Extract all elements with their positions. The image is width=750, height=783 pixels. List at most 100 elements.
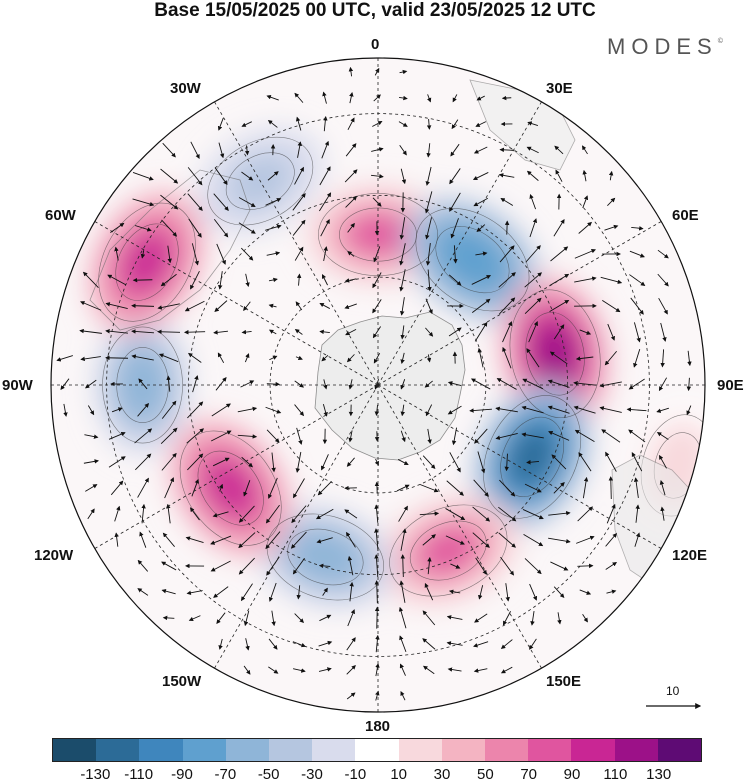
colorbar-swatch	[614, 739, 658, 761]
wind-arrow	[605, 561, 618, 570]
wind-arrow	[244, 145, 250, 156]
lat-lon-grid	[51, 58, 705, 712]
wind-arrow	[400, 528, 407, 551]
wind-arrow	[528, 321, 538, 343]
wind-arrow	[297, 141, 302, 158]
wind-arrow	[191, 478, 199, 497]
colorbar-tick-label: -130	[80, 766, 111, 783]
wind-arrow	[292, 641, 306, 648]
wind-arrow	[526, 459, 540, 465]
wind-arrow	[243, 665, 251, 675]
wind-arrow	[577, 506, 593, 522]
wind-arrow	[630, 297, 644, 315]
colorbar-tick-label: -110	[124, 766, 154, 783]
wind-arrow	[321, 354, 329, 362]
wind-arrow	[474, 613, 488, 623]
wind-arrow	[268, 303, 277, 309]
wind-arrow	[114, 505, 121, 522]
wind-arrow	[82, 271, 99, 288]
wind-arrow	[400, 168, 407, 185]
wind-arrow	[237, 434, 258, 439]
colorbar-swatch	[657, 739, 702, 761]
wind-arrow	[474, 428, 488, 444]
wind-arrow	[296, 585, 301, 600]
wind-arrow	[346, 637, 356, 651]
wind-arrow	[399, 297, 405, 316]
wind-arrow	[268, 582, 277, 602]
wind-arrow	[189, 507, 200, 521]
wind-arrow	[266, 95, 279, 101]
wind-arrow	[453, 245, 458, 264]
wind-arrow	[323, 246, 328, 262]
wind-arrow	[138, 378, 148, 390]
wind-arrow	[447, 405, 462, 415]
wind-arrow	[524, 558, 542, 575]
wind-arrow	[295, 301, 303, 311]
wind-arrow	[576, 535, 595, 544]
wind-arrow	[167, 245, 172, 264]
colorbar-tick-label: -70	[214, 766, 237, 783]
contour-line	[483, 395, 582, 519]
wind-arrow	[187, 453, 204, 471]
wind-arrow	[132, 277, 153, 283]
wind-arrow	[214, 300, 228, 312]
wind-arrow	[548, 510, 571, 516]
wind-arrow	[449, 192, 461, 212]
wind-arrow	[244, 353, 250, 363]
wind-arrow	[238, 532, 256, 549]
lon-label-150w: 150W	[162, 673, 202, 690]
wind-arrow	[161, 588, 176, 595]
wind-arrow	[400, 404, 405, 417]
wind-arrow	[105, 328, 128, 334]
wind-arrow	[628, 429, 646, 443]
wind-arrow	[498, 173, 515, 178]
lon-label-180: 180	[365, 718, 391, 735]
wind-arrow	[422, 610, 436, 626]
wind-arrow	[216, 243, 226, 265]
wind-arrow	[265, 531, 281, 550]
wind-arrow	[574, 276, 597, 283]
colorbar-swatch	[571, 739, 615, 761]
wind-arrow	[318, 192, 332, 212]
wind-arrow	[549, 351, 568, 365]
wind-arrow	[319, 303, 331, 309]
wind-arrow	[475, 121, 487, 127]
contour-line	[509, 289, 601, 419]
colorbar-tick-label: 110	[603, 766, 628, 783]
wind-arrow	[349, 581, 354, 602]
wind-arrow	[475, 557, 487, 575]
anomaly-blob	[206, 461, 255, 516]
wind-arrow	[606, 589, 617, 594]
colorbar-tick-label: -90	[171, 766, 193, 783]
wind-arrow	[530, 611, 535, 626]
wind-arrow	[499, 479, 516, 497]
wind-arrow	[447, 667, 462, 672]
contour-line	[207, 136, 314, 226]
wind-arrow	[573, 405, 596, 414]
wind-arrow	[426, 143, 431, 158]
wind-arrow	[450, 563, 461, 569]
wind-arrow	[271, 610, 276, 627]
wind-arrow	[110, 480, 124, 496]
wind-arrow	[400, 325, 405, 340]
wind-arrow	[161, 452, 177, 471]
wind-arrow	[451, 119, 459, 130]
modes-logo: MODES©	[607, 34, 723, 60]
wind-arrow	[347, 222, 355, 233]
wind-arrow	[240, 380, 255, 388]
wind-arrow	[164, 477, 175, 499]
wind-arrow	[426, 119, 432, 130]
wind-arrow	[582, 476, 589, 499]
wind-arrow	[656, 432, 669, 440]
wind-arrow	[345, 195, 358, 208]
wind-arrow	[372, 121, 383, 127]
wind-arrow	[320, 454, 329, 471]
wind-arrow	[553, 586, 565, 599]
colorbar-swatch	[398, 739, 442, 761]
wind-arrow	[215, 376, 227, 391]
wind-arrow	[140, 250, 146, 259]
wind-arrow	[218, 271, 223, 290]
wind-arrow	[241, 329, 252, 335]
wind-arrow	[574, 429, 595, 443]
wind-arrow	[633, 477, 639, 498]
